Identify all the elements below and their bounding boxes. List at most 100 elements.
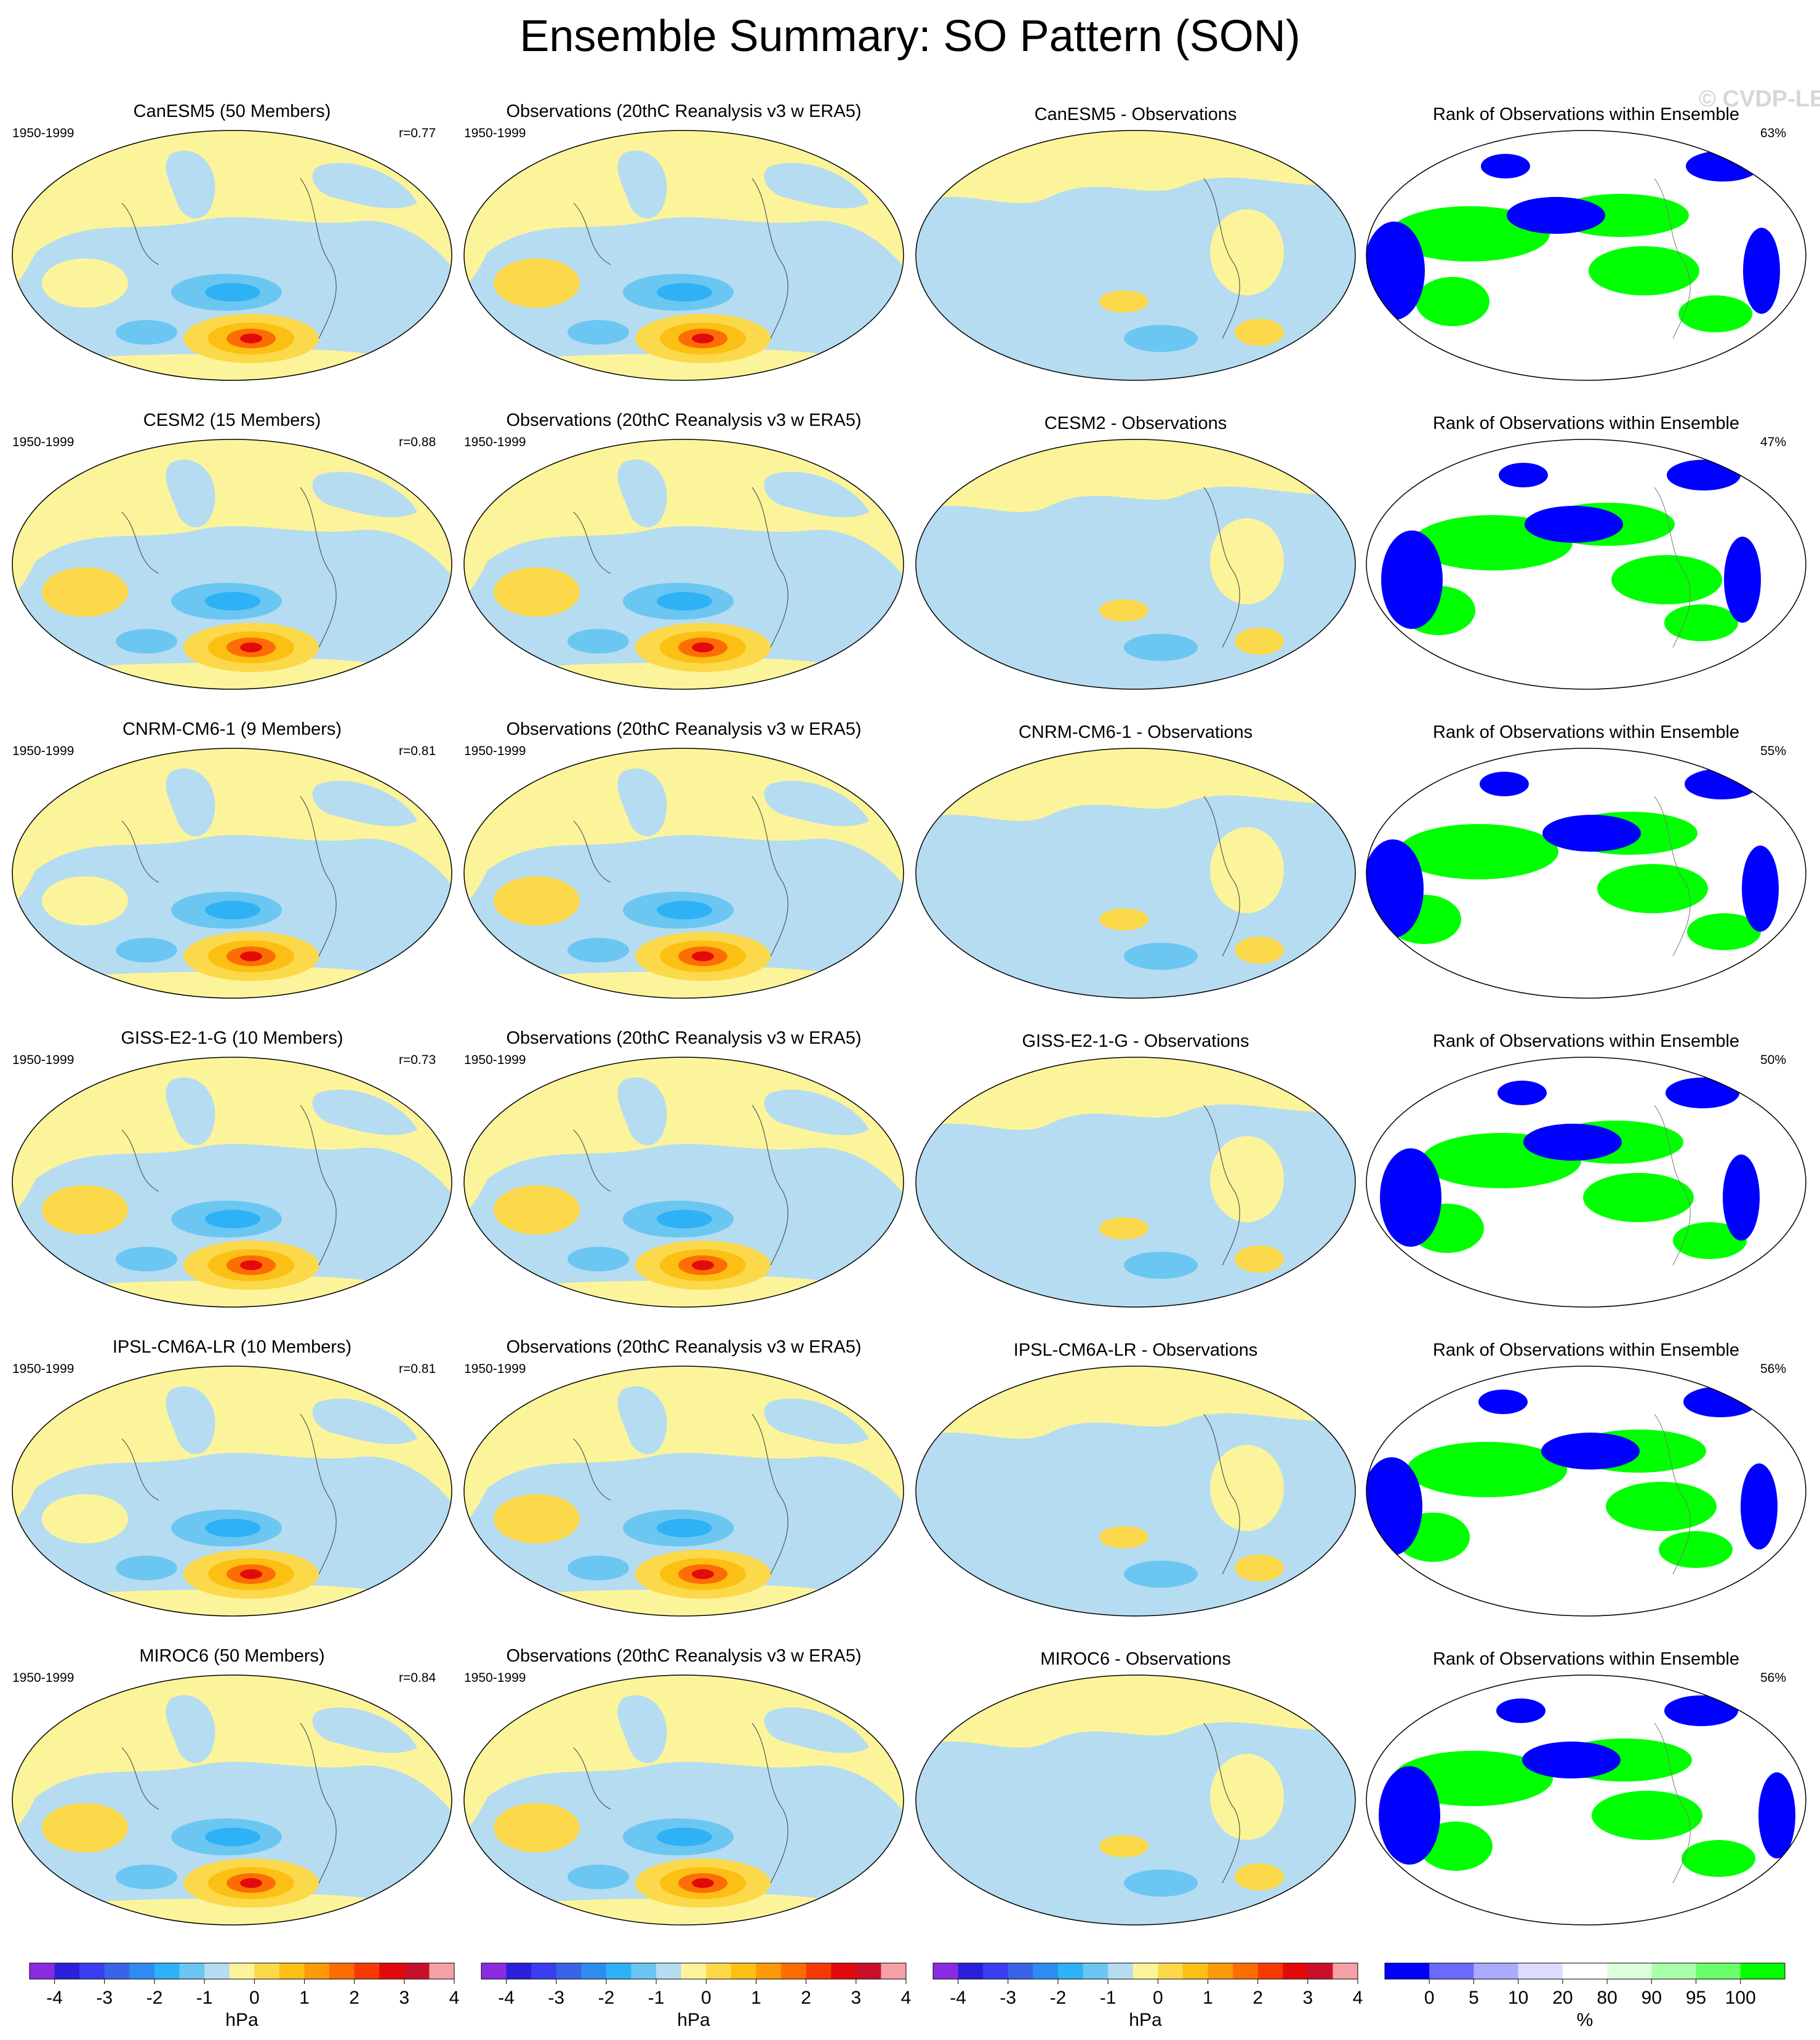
colorbar-tick-label: -2 [146,1988,163,2008]
model-map [12,748,452,999]
colorbar-swatch [129,1963,155,1979]
model-map [12,1674,452,1926]
colorbar-swatch [1562,1963,1608,1979]
colorbar-swatch [1333,1963,1358,1979]
colorbar-swatch [1740,1963,1786,1979]
colorbar-swatch [1132,1963,1158,1979]
colorbar-swatch [756,1963,782,1979]
rank-percent: 56% [1760,1671,1787,1685]
period-label: 1950-1999 [12,435,74,449]
model-map [12,1057,452,1308]
colorbar-swatch [1307,1963,1333,1979]
colorbar-swatch [354,1963,380,1979]
colorbar-swatch [54,1963,80,1979]
colorbar-swatch [179,1963,205,1979]
colorbar-swatch [254,1963,280,1979]
colorbar-tick-label: 2 [801,1988,811,2008]
colorbar-unit: hPa [1129,2010,1162,2030]
obs-panel-title: Observations (20thC Reanalysis v3 w ERA5… [506,1028,862,1048]
obs-map [463,1366,904,1617]
diff-map [915,439,1356,690]
period-label: 1950-1999 [12,126,74,140]
page-title: Ensemble Summary: SO Pattern (SON) [519,12,1301,61]
rank-map [1366,748,1806,999]
colorbar-swatch [1257,1963,1283,1979]
colorbar-tick-label: 1 [751,1988,761,2008]
diff-map [915,1366,1356,1617]
colorbar-swatch [1033,1963,1059,1979]
colorbar-swatch [856,1963,881,1979]
colorbar-swatch [581,1963,607,1979]
obs-panel-title: Observations (20thC Reanalysis v3 w ERA5… [506,1337,862,1357]
model-map [12,439,452,690]
period-label: 1950-1999 [12,1671,74,1685]
colorbar-tick-label: -4 [46,1988,63,2008]
colorbar-unit: hPa [225,2010,259,2030]
diff-map [915,1674,1356,1926]
diff-panel-title: CESM2 - Observations [1044,414,1227,433]
colorbar-tick-label: 2 [1253,1988,1263,2008]
colorbar-tick-label: 0 [1153,1988,1163,2008]
colorbar-tick-label: 95 [1686,1988,1706,2008]
colorbar-swatch [1233,1963,1259,1979]
model-panel-title: CESM2 (15 Members) [143,410,321,430]
colorbar-tick-label: -3 [548,1988,564,2008]
period-label: 1950-1999 [12,1362,74,1376]
colorbar-tick-label: 4 [901,1988,912,2008]
colorbar-swatch [329,1963,355,1979]
colorbar-swatch [279,1963,305,1979]
colorbar-swatch [304,1963,330,1979]
obs-map [463,130,904,381]
colorbar-swatch [1696,1963,1741,1979]
colorbar-tick-label: 0 [249,1988,260,2008]
colorbar-swatch [1158,1963,1184,1979]
colorbar-swatch [681,1963,707,1979]
obs-panel-title: Observations (20thC Reanalysis v3 w ERA5… [506,719,862,739]
colorbar-tick-label: 0 [701,1988,712,2008]
colorbar-swatch [1108,1963,1134,1979]
colorbar-swatch [1518,1963,1563,1979]
colorbar-swatch [656,1963,682,1979]
diff-map [915,1057,1356,1308]
pattern-correlation: r=0.77 [399,126,436,140]
model-map [12,1366,452,1617]
colorbar-swatch [1429,1963,1474,1979]
rank-map [1366,439,1806,690]
rank-panel-title: Rank of Observations within Ensemble [1432,1031,1740,1051]
colorbar-swatch [404,1963,430,1979]
colorbar-swatch [1283,1963,1309,1979]
colorbar-tick-label: -1 [648,1988,665,2008]
colorbar-tick-label: -2 [1050,1988,1067,2008]
rank-percent: 50% [1760,1053,1787,1067]
colorbar-swatch [79,1963,105,1979]
colorbar-tick-label: 1 [1203,1988,1213,2008]
colorbar-tick-label: -4 [950,1988,966,2008]
rank-panel-title: Rank of Observations within Ensemble [1432,1340,1740,1360]
colorbar-swatch [229,1963,255,1979]
colorbar-tick-label: 100 [1725,1988,1756,2008]
colorbar-swatch [506,1963,532,1979]
period-label: 1950-1999 [464,744,526,758]
colorbar-swatch [154,1963,180,1979]
colorbar-tick-label: 90 [1642,1988,1662,2008]
period-label: 1950-1999 [12,1053,74,1067]
rank-map [1366,1674,1806,1926]
obs-map [463,748,904,999]
diff-panel-title: GISS-E2-1-G - Observations [1022,1031,1249,1051]
diff-map [915,748,1356,999]
colorbar-swatch [881,1963,907,1979]
rank-map [1366,1366,1806,1617]
obs-panel-title: Observations (20thC Reanalysis v3 w ERA5… [506,102,862,121]
pattern-correlation: r=0.81 [399,1362,436,1376]
colorbar-swatch [1008,1963,1033,1979]
rank-panel-title: Rank of Observations within Ensemble [1432,722,1740,742]
colorbar-swatch [1182,1963,1208,1979]
diff-panel-title: CNRM-CM6-1 - Observations [1018,722,1253,742]
period-label: 1950-1999 [464,1671,526,1685]
diff-panel-title: CanESM5 - Observations [1034,105,1237,124]
period-label: 1950-1999 [464,126,526,140]
model-panel-title: GISS-E2-1-G (10 Members) [121,1028,343,1048]
model-panel-title: IPSL-CM6A-LR (10 Members) [112,1337,352,1357]
colorbar-tick-label: -1 [196,1988,213,2008]
colorbar-swatch [1208,1963,1233,1979]
